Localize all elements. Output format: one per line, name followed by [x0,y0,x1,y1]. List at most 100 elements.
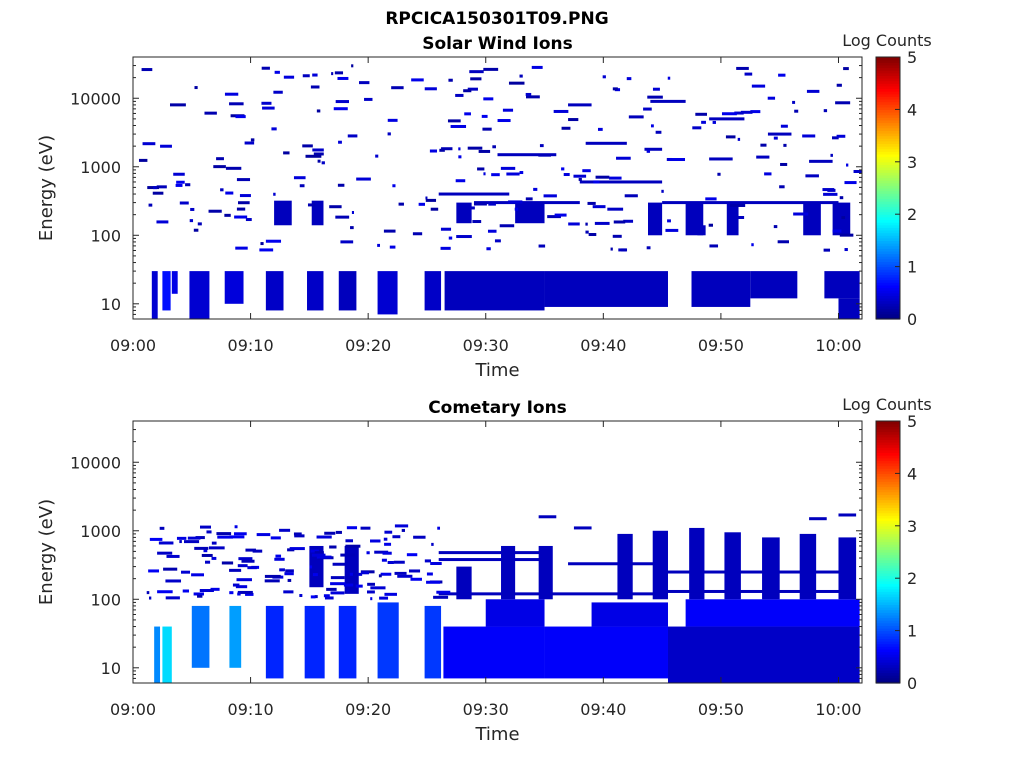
colorbar-segment [876,106,900,110]
scatter-mark [554,213,567,217]
scatter-mark [398,202,404,206]
scatter-mark [712,120,716,124]
scatter-mark [239,194,251,198]
scatter-mark [538,244,546,248]
scatter-mark [822,188,835,192]
scatter-mark [237,592,241,596]
band-10 [485,599,545,627]
scatter-mark [273,90,283,94]
colorbar-segment [876,486,900,490]
line-1 [438,551,545,555]
scatter-mark [190,207,195,211]
scatter-mark [355,584,363,588]
line-6 [644,147,663,151]
scatter-mark [440,227,452,231]
scatter-mark [488,202,496,206]
scatter-mark [613,220,626,224]
scatter-mark [500,166,516,170]
scatter-mark [279,568,285,572]
scatter-mark [491,173,500,177]
line-2 [568,562,663,566]
scatter-mark [173,172,185,176]
scatter-mark [197,594,203,598]
colorbar-segment [876,659,900,663]
scatter-mark [302,74,310,78]
colorbar-tick-label: 5 [907,48,917,67]
scatter-mark [206,530,212,534]
scatter-mark [595,175,610,179]
colorbar-label: Log Counts [842,395,932,414]
colorbar-frame [875,420,901,684]
scatter-mark [646,149,651,153]
colorbar-tick-label: 0 [907,310,917,329]
scatter-mark [299,594,303,598]
scatter-mark [514,207,519,211]
scatter-mark [666,157,673,161]
scatter-mark [709,244,719,248]
colorbar-segment [876,282,900,286]
colorbar-segment [876,64,900,69]
scatter-mark [199,589,214,593]
colorbar-segment [876,219,900,223]
colorbar-segment [876,552,900,556]
scatter-mark [250,138,255,142]
scatter-mark [191,573,204,577]
scatter-mark [236,207,246,211]
colorbar-segment [876,559,900,564]
colorbar-frame [875,56,901,320]
line-1 [473,201,580,205]
scatter-mark [472,220,482,224]
scatter-mark [331,72,334,76]
colorbar-segment [876,554,900,558]
scatter-mark [235,115,246,119]
scatter-mark [464,112,471,116]
scatter-mark [337,76,349,80]
colorbar-segment [876,274,900,278]
scatter-mark [157,551,173,555]
scatter-mark [646,246,651,250]
band-2 [171,271,178,294]
scatter-mark [321,161,325,165]
scatter-mark [183,540,200,544]
colorbar-segment [876,675,900,679]
scatter-mark [436,590,451,594]
scatter-mark [767,96,776,100]
colorbar-segment [876,599,900,603]
colorbar-segment [876,612,900,616]
scatter-mark [794,109,799,113]
colorbar-segment [876,533,900,537]
colorbar-segment [876,305,900,310]
scatter-mark [425,196,428,200]
scatter-mark [148,203,153,207]
band-7 [377,602,399,679]
colorbar-segment [876,256,900,260]
band-15 [838,298,860,319]
scatter-mark [578,177,582,181]
colorbar-segment [876,203,900,207]
scatter-mark [165,579,182,583]
scatter-mark [628,115,644,119]
scatter-mark [592,205,606,209]
scatter-mark [337,183,345,187]
scatter-mark [279,528,291,532]
scatter-mark [661,189,664,193]
colorbar-segment [876,444,900,448]
colorbar-segment [876,549,900,553]
colorbar-segment [876,544,900,548]
scatter-mark [259,248,274,252]
scatter-mark [853,169,862,173]
band-13 [750,271,798,299]
colorbar-segment [876,517,900,522]
scatter-mark [585,222,588,226]
scatter-mark [366,590,375,594]
colorbar-segment [876,261,900,265]
line-2 [579,180,663,184]
scatter-mark [394,524,409,528]
colorbar-segment [876,494,900,498]
scatter-mark [483,67,499,71]
scatter-mark [737,215,745,219]
colorbar-segment [876,421,900,425]
colorbar-segment [876,98,900,103]
colorbar-tick-label: 1 [907,622,917,641]
colorbar-segment [876,109,900,113]
